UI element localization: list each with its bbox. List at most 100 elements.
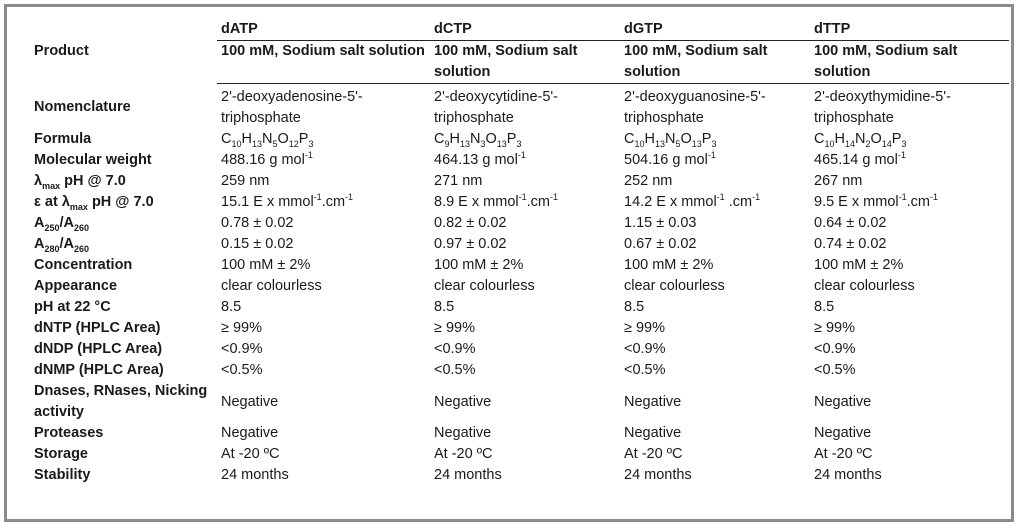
cell: 504.16 g mol-1 [624, 150, 716, 168]
cell: 464.13 g mol-1 [434, 150, 526, 168]
cell: 465.14 g mol-1 [814, 150, 906, 168]
row-label: Stability [34, 467, 91, 483]
cell: <0.5% [434, 362, 476, 378]
table-header: Product dATP dCTP dGTP dTTP 100 mM, Sodi… [30, 19, 1009, 84]
cell: 24 months [221, 467, 289, 483]
formula-cell: C10H13N5O13P3 [624, 131, 717, 149]
spec-table: Product dATP dCTP dGTP dTTP 100 mM, Sodi… [30, 19, 1009, 486]
row-dntp: dNTP (HPLC Area) ≥ 99% ≥ 99% ≥ 99% ≥ 99% [30, 318, 1009, 339]
cell: At -20 ºC [624, 446, 683, 462]
col-header-datp: dATP [221, 21, 258, 37]
formula-cell: C9H13N3O13P3 [434, 131, 522, 149]
spec-sheet-frame: Product dATP dCTP dGTP dTTP 100 mM, Sodi… [4, 4, 1014, 522]
cell: Negative [624, 393, 682, 410]
cell: 252 nm [624, 173, 673, 189]
row-label: λmax pH @ 7.0 [34, 173, 126, 191]
cell: Negative [624, 425, 682, 441]
row-proteases: Proteases Negative Negative Negative Neg… [30, 423, 1009, 444]
cell: 0.97 ± 0.02 [434, 236, 507, 252]
row-label: pH at 22 °C [34, 299, 111, 315]
cell: 2'-deoxyadenosine-5'-triphosphate [221, 89, 363, 126]
col-header-dttp: dTTP [814, 21, 851, 37]
cell: Negative [434, 425, 492, 441]
cell: clear colourless [624, 278, 725, 294]
cell: ≥ 99% [221, 320, 263, 336]
row-label: Concentration [34, 257, 133, 273]
cell: 8.5 [221, 299, 242, 315]
cell: <0.5% [624, 362, 666, 378]
row-dndp: dNDP (HPLC Area) <0.9% <0.9% <0.9% <0.9% [30, 339, 1009, 360]
cell: Negative [221, 425, 279, 441]
row-a250-a260: A250/A260 0.78 ± 0.02 0.82 ± 0.02 1.15 ±… [30, 213, 1009, 234]
cell: 0.67 ± 0.02 [624, 236, 697, 252]
cell: 9.5 E x mmol-1.cm-1 [814, 192, 938, 210]
row-label: Formula [34, 131, 92, 147]
cell: 2'-deoxycytidine-5'-triphosphate [434, 89, 559, 126]
cell: <0.5% [221, 362, 263, 378]
header-row-names: Product dATP dCTP dGTP dTTP [30, 19, 1009, 59]
cell: 1.15 ± 0.03 [624, 215, 697, 231]
cell: 0.64 ± 0.02 [814, 215, 887, 231]
cell: 100 mM ± 2% [624, 257, 714, 273]
row-label: Storage [34, 446, 88, 462]
row-molecular-weight: Molecular weight 488.16 g mol-1 464.13 g… [30, 150, 1009, 171]
form-dttp: 100 mM, Sodium salt solution [810, 40, 1009, 84]
form-datp: 100 mM, Sodium salt solution [217, 40, 430, 84]
row-epsilon: ε at λmax pH @ 7.0 15.1 E x mmol-1.cm-1 … [30, 192, 1009, 213]
cell: 271 nm [434, 173, 483, 189]
cell: ≥ 99% [814, 320, 856, 336]
cell: <0.9% [434, 341, 476, 357]
cell: <0.9% [221, 341, 263, 357]
cell: 2'-deoxythymidine-5'-triphosphate [814, 89, 951, 126]
cell: At -20 ºC [221, 446, 280, 462]
product-header: Product [34, 42, 89, 59]
row-label: dNDP (HPLC Area) [34, 341, 163, 357]
cell: 0.74 ± 0.02 [814, 236, 887, 252]
cell: 8.9 E x mmol-1.cm-1 [434, 192, 558, 210]
row-dnmp: dNMP (HPLC Area) <0.5% <0.5% <0.5% <0.5% [30, 360, 1009, 381]
cell: ≥ 99% [434, 320, 476, 336]
cell: At -20 ºC [434, 446, 493, 462]
cell: <0.9% [814, 341, 856, 357]
cell: Negative [221, 393, 279, 410]
cell: 259 nm [221, 173, 270, 189]
cell: clear colourless [221, 278, 322, 294]
cell: 8.5 [814, 299, 835, 315]
cell: 100 mM ± 2% [434, 257, 524, 273]
row-label: Dnases, RNases, Nicking activity [34, 383, 208, 420]
cell: Negative [434, 393, 492, 410]
table-body: Nomenclature 2'-deoxyadenosine-5'-tripho… [30, 84, 1009, 487]
cell: 0.82 ± 0.02 [434, 215, 507, 231]
cell: 24 months [624, 467, 692, 483]
cell: At -20 ºC [814, 446, 873, 462]
col-header-dgtp: dGTP [624, 21, 663, 37]
cell: 0.15 ± 0.02 [221, 236, 294, 252]
cell: 15.1 E x mmol-1.cm-1 [221, 192, 354, 210]
row-label: A280/A260 [34, 236, 90, 254]
cell: 100 mM ± 2% [814, 257, 904, 273]
row-concentration: Concentration 100 mM ± 2% 100 mM ± 2% 10… [30, 255, 1009, 276]
row-label: Molecular weight [34, 152, 152, 168]
cell: 8.5 [434, 299, 455, 315]
row-label: Proteases [34, 425, 104, 441]
cell: 267 nm [814, 173, 863, 189]
row-formula: Formula C10H13N5O12P3 C9H13N3O13P3 C10H1… [30, 129, 1009, 150]
row-label: A250/A260 [34, 215, 90, 233]
row-stability: Stability 24 months 24 months 24 months … [30, 465, 1009, 486]
row-label: ε at λmax pH @ 7.0 [34, 194, 154, 212]
row-lambda-max: λmax pH @ 7.0 259 nm 271 nm 252 nm 267 n… [30, 171, 1009, 192]
cell: 14.2 E x mmol-1 .cm-1 [624, 192, 761, 210]
header-row-form: 100 mM, Sodium salt solution 100 mM, Sod… [30, 40, 1009, 84]
row-label: dNTP (HPLC Area) [34, 320, 161, 336]
col-header-dctp: dCTP [434, 21, 472, 37]
formula-cell: C10H14N2O14P3 [814, 131, 907, 149]
row-nomenclature: Nomenclature 2'-deoxyadenosine-5'-tripho… [30, 84, 1009, 130]
formula-cell: C10H13N5O12P3 [221, 131, 314, 149]
form-dgtp: 100 mM, Sodium salt solution [620, 40, 810, 84]
cell: 100 mM ± 2% [221, 257, 311, 273]
cell: <0.5% [814, 362, 856, 378]
cell: clear colourless [434, 278, 535, 294]
row-storage: Storage At -20 ºC At -20 ºC At -20 ºC At… [30, 444, 1009, 465]
row-label: dNMP (HPLC Area) [34, 362, 164, 378]
cell: ≥ 99% [624, 320, 666, 336]
